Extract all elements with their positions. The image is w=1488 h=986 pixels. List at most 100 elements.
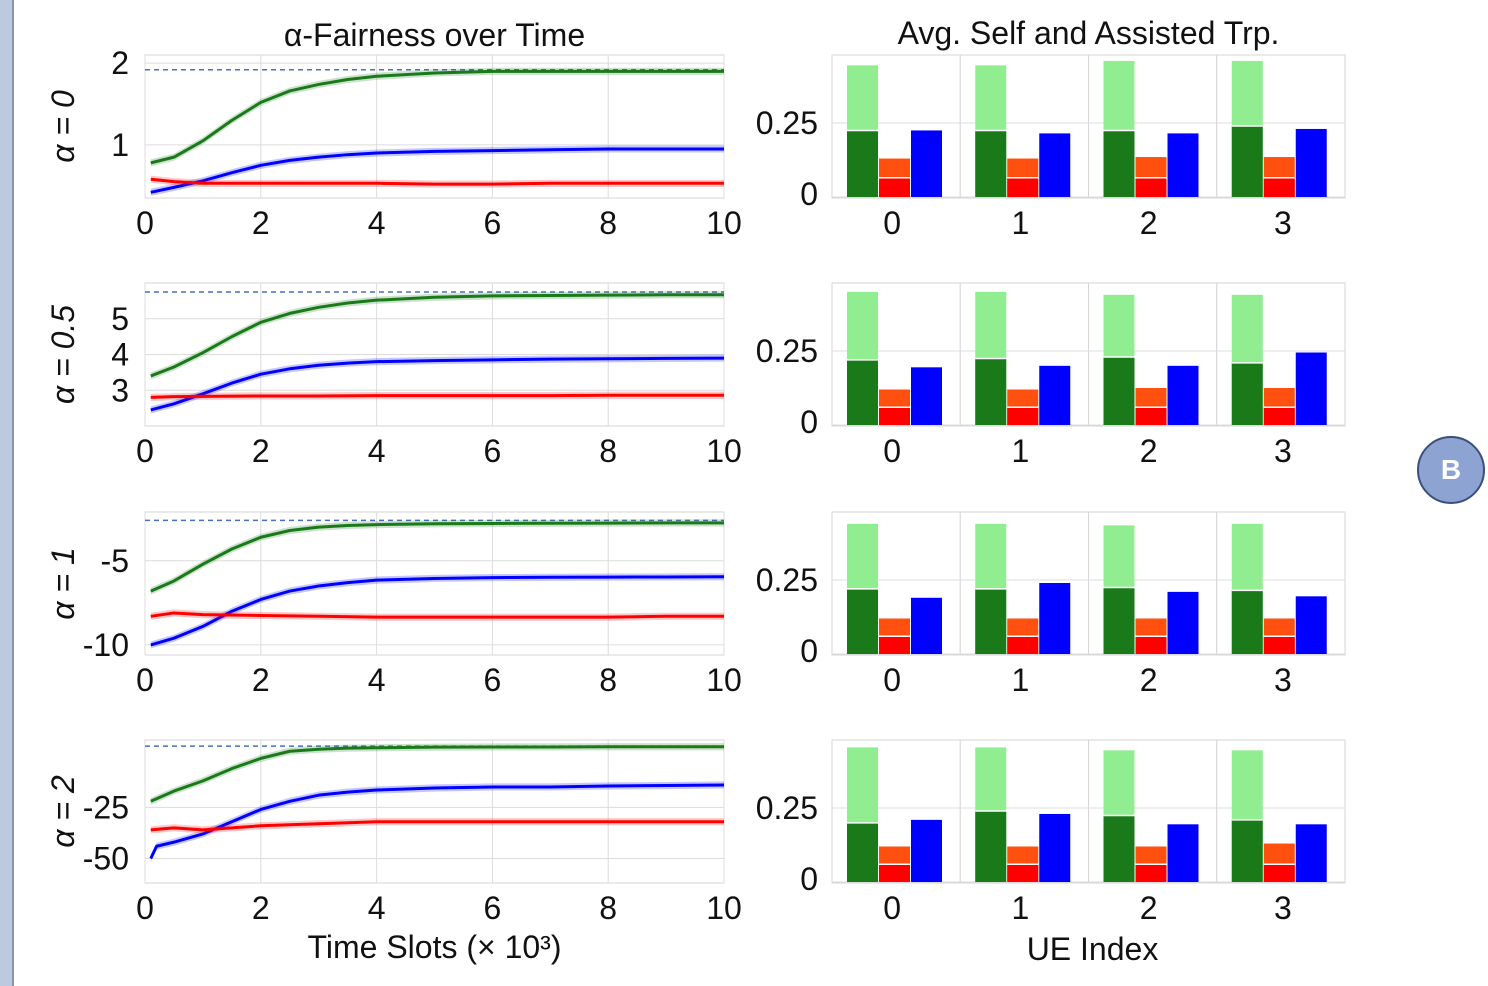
bar-self-throughput bbox=[975, 130, 1006, 197]
x-tick-label: 6 bbox=[484, 662, 502, 698]
bar-assisted-red bbox=[1007, 636, 1038, 654]
bar-assisted-red bbox=[879, 636, 910, 654]
bar-blue bbox=[1296, 824, 1327, 882]
bar-self-throughput bbox=[847, 130, 878, 197]
x-tick-label: 10 bbox=[706, 890, 742, 926]
x-tick-label: 8 bbox=[599, 890, 617, 926]
line-x-axis-label: Time Slots (× 10³) bbox=[308, 929, 562, 965]
bar-blue bbox=[1168, 592, 1199, 654]
bar-assisted-red bbox=[1136, 636, 1167, 654]
row-label: α = 1 bbox=[45, 547, 81, 620]
y-tick-label: -5 bbox=[101, 543, 129, 579]
bar-self-throughput bbox=[1232, 820, 1263, 882]
bar-blue bbox=[1296, 353, 1327, 425]
bar-x-axis-label: UE Index bbox=[1027, 931, 1159, 967]
y-tick-label: 1 bbox=[111, 127, 129, 163]
x-tick-label: 0 bbox=[136, 662, 154, 698]
bar-assisted-red bbox=[1007, 178, 1038, 197]
x-tick-label: 4 bbox=[368, 662, 386, 698]
bar-self-throughput bbox=[1104, 587, 1135, 654]
bar-x-tick-label: 2 bbox=[1140, 890, 1158, 926]
y-tick-label: 3 bbox=[111, 372, 129, 408]
bar-assisted-red bbox=[1264, 178, 1295, 197]
bar-blue bbox=[911, 598, 942, 654]
bar-x-tick-label: 0 bbox=[883, 205, 901, 241]
bar-chart-title: Avg. Self and Assisted Trp. bbox=[898, 15, 1280, 51]
bar-x-tick-label: 0 bbox=[883, 662, 901, 698]
bar-assisted-red bbox=[1007, 407, 1038, 425]
bar-x-tick-label: 2 bbox=[1140, 433, 1158, 469]
x-tick-label: 10 bbox=[706, 205, 742, 241]
line-panel-frame bbox=[145, 740, 724, 883]
bar-x-tick-label: 3 bbox=[1274, 205, 1292, 241]
line-chart-title: α-Fairness over Time bbox=[284, 17, 585, 53]
x-tick-label: 8 bbox=[599, 433, 617, 469]
bar-blue bbox=[911, 130, 942, 197]
y-tick-label: -25 bbox=[83, 789, 129, 825]
bar-y-tick-label: 0.25 bbox=[756, 562, 818, 598]
x-tick-label: 4 bbox=[368, 890, 386, 926]
x-tick-label: 2 bbox=[252, 662, 270, 698]
y-tick-label: -50 bbox=[83, 840, 129, 876]
row-label: α = 0 bbox=[45, 90, 81, 163]
y-tick-label: 4 bbox=[111, 337, 129, 373]
x-tick-label: 6 bbox=[484, 890, 502, 926]
x-tick-label: 6 bbox=[484, 205, 502, 241]
bar-blue bbox=[1039, 583, 1070, 654]
bar-assisted-red bbox=[1264, 864, 1295, 882]
row-label: α = 2 bbox=[45, 775, 81, 848]
bar-assisted-red bbox=[1264, 407, 1295, 425]
bar-self-throughput bbox=[975, 358, 1006, 425]
bar-blue bbox=[1168, 133, 1199, 197]
bar-self-throughput bbox=[1104, 357, 1135, 425]
bar-self-throughput bbox=[975, 811, 1006, 882]
bar-y-tick-label: 0 bbox=[800, 176, 818, 212]
bar-blue bbox=[1296, 129, 1327, 197]
x-tick-label: 10 bbox=[706, 662, 742, 698]
row-label: α = 0.5 bbox=[45, 305, 81, 404]
bar-x-tick-label: 0 bbox=[883, 433, 901, 469]
bar-y-tick-label: 0.25 bbox=[756, 105, 818, 141]
bar-blue bbox=[911, 820, 942, 882]
x-tick-label: 2 bbox=[252, 890, 270, 926]
x-tick-label: 8 bbox=[599, 205, 617, 241]
bar-y-tick-label: 0 bbox=[800, 404, 818, 440]
bar-x-tick-label: 2 bbox=[1140, 662, 1158, 698]
bar-self-throughput bbox=[1104, 815, 1135, 882]
x-tick-label: 0 bbox=[136, 433, 154, 469]
x-tick-label: 8 bbox=[599, 662, 617, 698]
bar-x-tick-label: 3 bbox=[1274, 890, 1292, 926]
bar-assisted-red bbox=[879, 407, 910, 425]
figure-canvas: α-Fairness over Time Avg. Self and Assist… bbox=[14, 0, 1488, 986]
bar-x-tick-label: 1 bbox=[1011, 890, 1029, 926]
bar-assisted-red bbox=[1136, 178, 1167, 197]
bar-blue bbox=[911, 367, 942, 425]
bar-x-tick-label: 3 bbox=[1274, 433, 1292, 469]
bar-x-tick-label: 2 bbox=[1140, 205, 1158, 241]
bar-x-tick-label: 1 bbox=[1011, 662, 1029, 698]
x-tick-label: 0 bbox=[136, 890, 154, 926]
bar-y-tick-label: 0.25 bbox=[756, 333, 818, 369]
x-tick-label: 4 bbox=[368, 205, 386, 241]
line-panel-frame bbox=[145, 512, 724, 655]
bar-assisted-red bbox=[1136, 407, 1167, 425]
bar-assisted-red bbox=[1264, 636, 1295, 654]
bar-blue bbox=[1296, 596, 1327, 654]
x-tick-label: 4 bbox=[368, 433, 386, 469]
bar-self-throughput bbox=[847, 823, 878, 882]
x-tick-label: 10 bbox=[706, 433, 742, 469]
bar-assisted-red bbox=[879, 178, 910, 197]
bar-x-tick-label: 1 bbox=[1011, 205, 1029, 241]
y-tick-label: 2 bbox=[111, 45, 129, 81]
bar-y-tick-label: 0 bbox=[800, 861, 818, 897]
y-tick-label: -10 bbox=[83, 627, 129, 663]
bar-assisted-red bbox=[1136, 864, 1167, 882]
bar-blue bbox=[1168, 366, 1199, 425]
bar-self-throughput bbox=[1232, 590, 1263, 654]
y-tick-label: 5 bbox=[111, 301, 129, 337]
bar-x-tick-label: 1 bbox=[1011, 433, 1029, 469]
bar-self-throughput bbox=[975, 589, 1006, 654]
x-tick-label: 0 bbox=[136, 205, 154, 241]
x-tick-label: 2 bbox=[252, 433, 270, 469]
bar-y-tick-label: 0.25 bbox=[756, 790, 818, 826]
